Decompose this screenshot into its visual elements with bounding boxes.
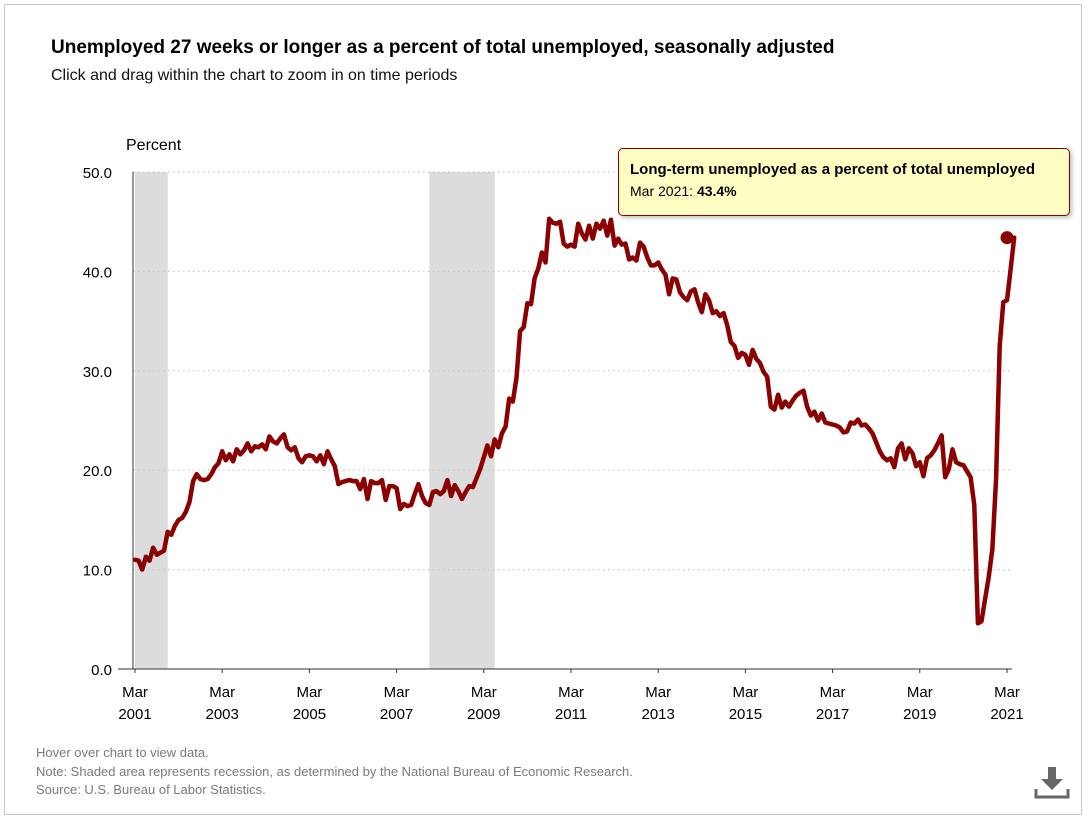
x-tick-year: 2001 [118,706,151,723]
x-tick-year: 2009 [467,706,500,723]
tooltip-value-line: Mar 2021: 43.4% [630,183,737,199]
x-tick-month: Mar [907,684,933,701]
y-tick-labels: 0.0 10.0 20.0 30.0 40.0 50.0 [83,165,112,679]
x-tick-month: Mar [645,684,671,701]
x-tick-month: Mar [296,684,322,701]
x-tick-labels: Mar 2001 Mar 2003 Mar 2005 Mar 2007 Mar 2009 Mar 20… [118,669,1024,723]
recession-band-1 [135,172,168,669]
tooltip-value: 43.4% [696,183,737,199]
y-tick-label: 30.0 [83,364,112,381]
gridlines [133,171,1012,571]
axes [118,172,1012,670]
x-tick-month: Mar [994,684,1020,701]
footer-recession-note: Note: Shaded area represents recession, … [36,764,633,779]
x-tick-year: 2015 [729,706,762,723]
y-axis-label: Percent [126,137,182,154]
footer-source: Source: U.S. Bureau of Labor Statistics. [36,782,266,797]
x-tick-year: 2003 [206,706,239,723]
chart-title: Unemployed 27 weeks or longer as a perce… [51,37,835,58]
chart-container [4,4,1082,815]
series-layer [132,216,1017,626]
x-tick-month: Mar [209,684,235,701]
tooltip-date: Mar 2021 [630,183,690,199]
recession-shading [135,172,495,669]
x-tick-year: 2017 [816,706,849,723]
x-tick-year: 2007 [380,706,413,723]
tooltip: Long-term unemployed as a percent of tot… [618,148,1070,216]
x-tick-year: 2011 [555,706,587,723]
x-tick-month: Mar [558,684,584,701]
highlight-layer [1000,231,1014,245]
footer-hover-note: Hover over chart to view data. [36,745,209,760]
x-tick-month: Mar [820,684,846,701]
x-tick-year: 2021 [990,706,1023,723]
x-tick-year: 2013 [642,706,675,723]
y-tick-label: 10.0 [83,563,112,580]
recession-band-2 [429,172,495,669]
highlight-point[interactable] [1000,231,1014,245]
x-tick-month: Mar [384,684,410,701]
y-tick-label: 20.0 [83,463,112,480]
download-icon [1034,767,1070,799]
y-tick-label: 0.0 [91,662,112,679]
x-tick-year: 2019 [903,706,936,723]
x-tick-year: 2005 [293,706,326,723]
x-tick-month: Mar [122,684,148,701]
tooltip-title: Long-term unemployed as a percent of tot… [630,161,1036,178]
x-tick-month: Mar [732,684,758,701]
download-button[interactable] [1033,765,1071,801]
series-line-1[interactable] [132,216,1017,626]
y-tick-label: 50.0 [83,165,112,182]
x-tick-month: Mar [471,684,497,701]
y-tick-label: 40.0 [83,264,112,281]
chart-subtitle: Click and drag within the chart to zoom … [51,67,458,84]
